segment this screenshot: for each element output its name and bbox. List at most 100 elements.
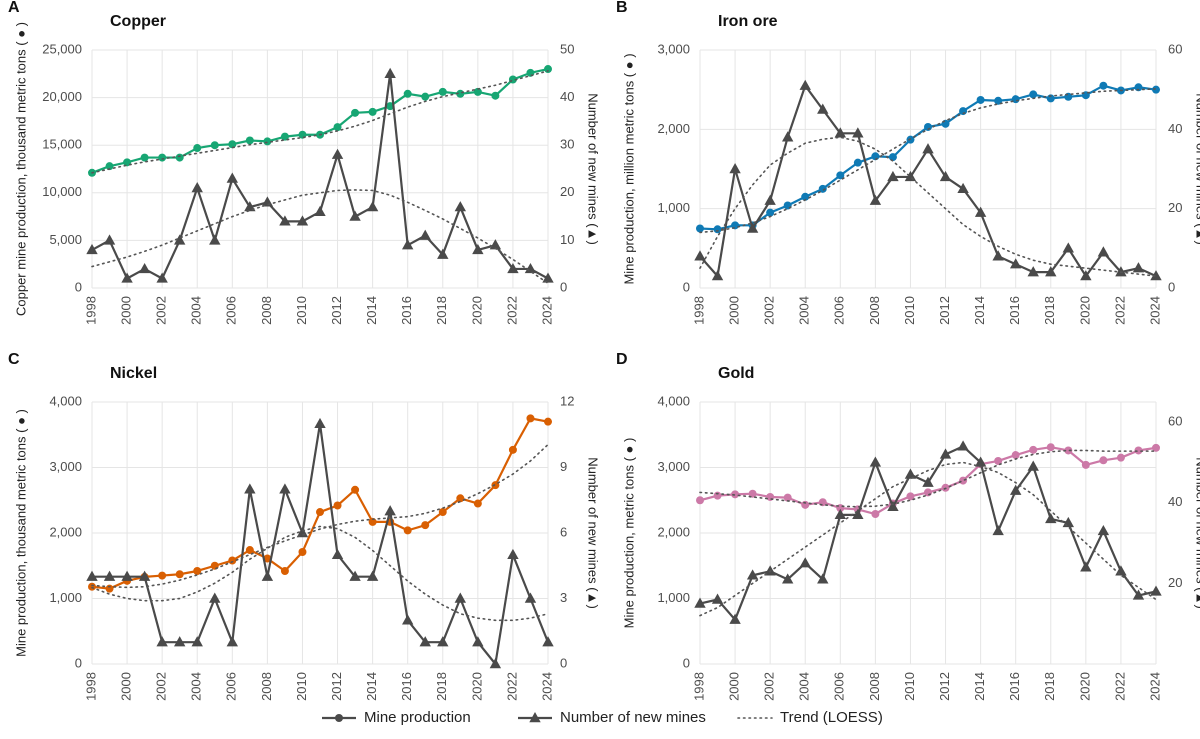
y-tick-label: 20,000	[42, 89, 82, 104]
data-point	[193, 566, 202, 575]
legend-label: Number of new mines	[560, 709, 706, 726]
x-tick-label: 2016	[1007, 672, 1022, 701]
y-axis-title: Mine production, million metric tons ( ●…	[621, 53, 636, 284]
data-point	[226, 172, 239, 183]
data-point	[419, 636, 431, 647]
data-point	[711, 270, 724, 281]
data-point	[489, 658, 502, 669]
data-point	[438, 508, 447, 517]
x-tick-label: 2020	[469, 296, 484, 325]
y-tick-label: 2,000	[49, 524, 82, 539]
y2-tick-label: 40	[1168, 494, 1182, 509]
x-tick-label: 2012	[937, 672, 952, 701]
data-point	[403, 526, 412, 535]
data-point	[421, 92, 430, 101]
x-tick-label: 2002	[154, 296, 169, 325]
data-point	[438, 87, 447, 96]
data-point	[696, 224, 704, 233]
data-point	[869, 194, 882, 205]
x-tick-label: 2000	[119, 672, 134, 701]
data-point	[783, 201, 792, 210]
data-point	[959, 476, 968, 485]
data-point	[86, 570, 98, 581]
data-point	[158, 153, 167, 162]
x-tick-label: 2004	[797, 672, 812, 701]
x-tick-label: 2018	[434, 296, 449, 325]
data-point	[138, 262, 151, 274]
x-tick-label: 2020	[469, 672, 484, 701]
y2-axis-title: Number of new mines (▲)	[1194, 93, 1200, 245]
data-point	[298, 547, 307, 556]
y-tick-label: 1,000	[49, 590, 82, 605]
y2-tick-label: 3	[560, 590, 567, 605]
trend-line	[91, 443, 549, 589]
trend-line	[699, 136, 1157, 277]
data-point	[994, 96, 1003, 105]
data-point	[694, 250, 706, 261]
y-tick-label: 0	[75, 279, 82, 294]
x-tick-label: 2018	[434, 672, 449, 701]
data-point	[799, 79, 811, 90]
data-point	[88, 582, 96, 591]
data-point	[473, 499, 482, 508]
x-tick-label: 2006	[224, 296, 239, 325]
x-tick-label: 2022	[1112, 296, 1127, 325]
data-point	[173, 636, 186, 647]
x-tick-label: 2016	[399, 296, 414, 325]
x-tick-label: 2002	[762, 672, 777, 701]
x-tick-label: 2018	[1042, 672, 1057, 701]
y2-tick-label: 50	[560, 41, 574, 56]
x-tick-label: 2004	[189, 296, 204, 325]
x-tick-label: 2018	[1042, 296, 1057, 325]
data-point	[783, 493, 792, 502]
chart-title: Iron ore	[718, 13, 778, 30]
data-point	[1080, 561, 1092, 572]
trend-line	[91, 189, 549, 285]
y2-tick-label: 0	[1168, 279, 1175, 294]
legend-label: Mine production	[364, 709, 471, 726]
data-point	[957, 440, 969, 451]
data-point	[331, 148, 344, 159]
panel-label: A	[8, 0, 20, 16]
data-point	[210, 141, 219, 150]
data-point	[544, 65, 552, 74]
data-point	[296, 527, 309, 538]
y-tick-label: 2,000	[657, 121, 690, 136]
data-point	[524, 262, 537, 274]
data-point	[853, 158, 862, 167]
y2-tick-label: 60	[1168, 41, 1182, 56]
data-point	[121, 570, 133, 581]
data-point	[454, 201, 467, 212]
data-point	[1045, 512, 1057, 524]
data-point	[957, 182, 969, 194]
data-point	[401, 239, 414, 250]
x-tick-label: 2020	[1077, 296, 1092, 325]
x-tick-label: 2002	[762, 296, 777, 325]
x-tick-label: 2010	[294, 296, 309, 325]
y2-tick-label: 20	[1168, 200, 1182, 215]
data-point	[711, 593, 724, 604]
data-point	[1064, 446, 1073, 455]
y-tick-label: 3,000	[657, 41, 690, 56]
data-point	[766, 208, 775, 217]
x-tick-label: 2006	[832, 296, 847, 325]
data-point	[713, 491, 722, 500]
data-point	[817, 573, 829, 584]
data-point	[746, 569, 759, 580]
data-point	[1011, 451, 1020, 460]
data-point	[992, 524, 1004, 536]
data-point	[904, 468, 917, 479]
data-point	[1009, 258, 1022, 269]
y2-tick-label: 12	[560, 393, 574, 408]
x-tick-label: 2022	[504, 672, 519, 701]
data-point	[544, 417, 552, 426]
data-point	[156, 272, 168, 283]
data-point	[526, 414, 535, 423]
x-tick-label: 2008	[867, 672, 882, 701]
data-point	[261, 570, 274, 581]
data-point	[1081, 460, 1090, 469]
y2-tick-label: 60	[1168, 414, 1182, 429]
y2-tick-label: 0	[560, 655, 567, 670]
y-tick-label: 10,000	[42, 184, 82, 199]
data-point	[491, 91, 500, 100]
